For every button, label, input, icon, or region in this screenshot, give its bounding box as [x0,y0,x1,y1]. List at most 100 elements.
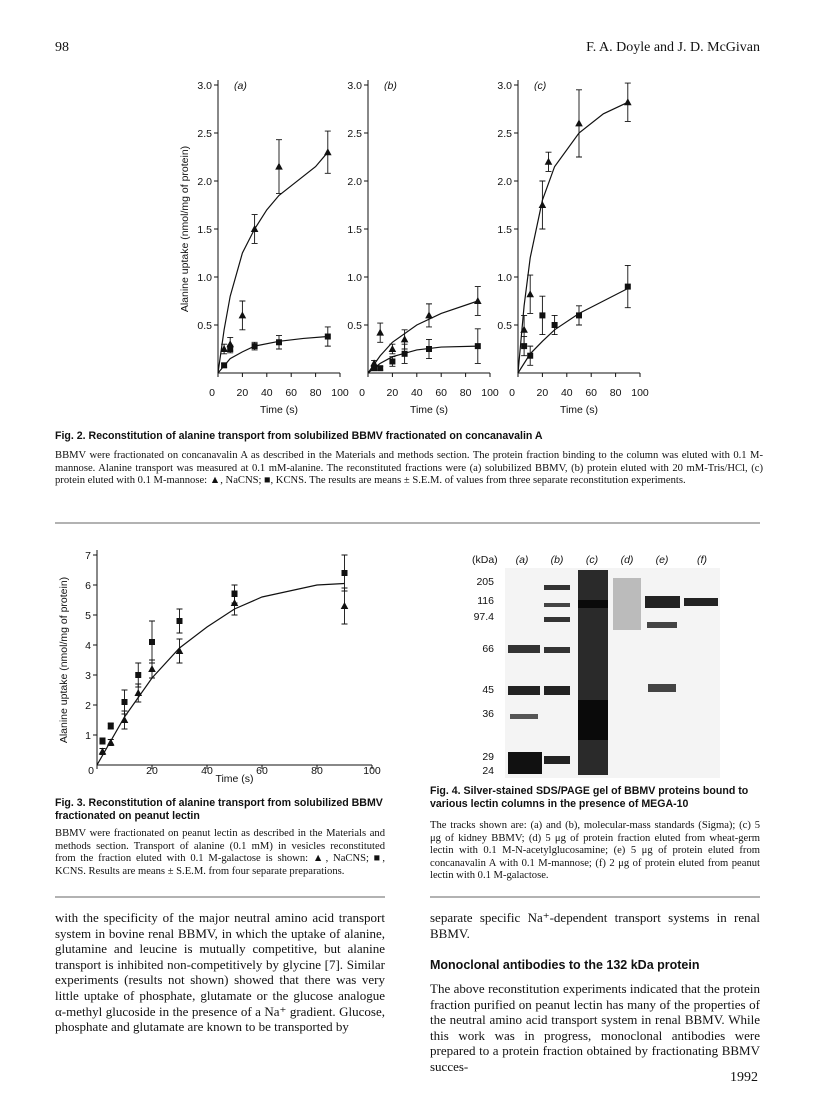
y-tick-label: 2.0 [497,176,512,188]
fit-curve [517,101,629,374]
authors: F. A. Doyle and J. D. McGivan [586,40,760,55]
panel-label: (b) [384,80,397,92]
footer-page-number: 1992 [730,1070,758,1085]
panel-label: (c) [534,80,546,92]
body-left: with the specificity of the major neutra… [55,910,385,1035]
body-right: The above reconstitution experiments ind… [430,981,760,1074]
triangle-marker [230,599,239,606]
triangle-marker [474,297,482,304]
panel-label: (a) [234,80,247,92]
triangle-marker [238,311,247,319]
square-marker [527,352,534,359]
x-tick-label: 40 [561,387,573,399]
x-axis-label: Time (s) [410,404,448,416]
triangle-marker [624,98,632,106]
body-right-top: separate specific Na⁺-dependent transpor… [430,910,760,941]
lane-label: (e) [656,554,669,566]
y-tick-label: 7 [85,550,91,562]
fig2-caption: BBMV were fractionated on concanavalin A… [55,450,763,487]
x-tick-label: 40 [411,387,423,399]
triangle-marker [376,328,384,336]
y-tick-label: 1.0 [497,272,512,284]
square-marker [99,738,106,744]
x-tick-label: 60 [285,387,297,399]
fit-curve [217,151,329,374]
x-tick-label: 20 [387,387,399,399]
square-marker [426,346,432,352]
square-marker [324,333,331,340]
y-tick-label: 1.0 [197,272,212,284]
square-marker [251,343,258,350]
lane-label: (c) [586,554,598,566]
y-tick-label: 0.5 [497,320,512,332]
triangle-marker [324,148,332,156]
gel-unit-label: (kDa) [472,554,498,566]
y-tick-label: 5 [85,610,91,622]
lane-label: (d) [621,554,634,566]
y-tick-label: 1.5 [347,224,362,236]
square-marker [377,365,384,372]
triangle-marker [120,716,129,723]
y-tick-label: 3 [85,670,91,682]
x-axis-label: Time (s) [215,773,253,785]
lane-label: (f) [697,554,707,566]
y-tick-label: 2.0 [197,176,212,188]
square-marker [371,365,378,372]
square-marker [624,283,631,290]
triangle-marker [98,747,107,755]
y-tick-label: 1.0 [347,272,362,284]
y-tick-label: 2.5 [197,128,212,140]
square-marker [227,346,234,352]
y-tick-label: 2.0 [347,176,362,188]
triangle-marker [134,689,143,696]
triangle-marker [250,225,259,232]
square-marker [576,312,582,319]
y-tick-label: 0.5 [347,320,362,332]
triangle-marker [175,647,184,654]
x-tick-label: 40 [201,765,213,777]
gel-image [505,568,720,778]
fig3-caption: BBMV were fractionated on peanut lectin … [55,828,385,877]
triangle-marker [106,738,115,746]
square-marker [551,322,558,328]
kda-label: 97.4 [474,611,495,623]
square-marker [389,358,396,365]
page-number: 98 [55,40,69,55]
y-tick-label: 3.0 [197,80,212,92]
triangle-marker [575,119,583,127]
y-tick-label: 2.5 [497,128,512,140]
square-marker [401,350,408,357]
fig4-caption: The tracks shown are: (a) and (b), molec… [430,820,760,882]
triangle-marker [425,311,433,319]
kda-label: 66 [482,643,494,655]
square-marker [221,362,228,369]
x-tick-label: 80 [610,387,622,399]
y-tick-label: 0.5 [197,320,212,332]
x-tick-label: 20 [537,387,549,399]
triangle-marker [340,602,349,609]
fit-curve [96,582,345,766]
fig4-title: Fig. 4. Silver-stained SDS/PAGE gel of B… [430,785,749,810]
kda-label: 45 [482,684,494,696]
x-tick-label: 80 [311,765,323,777]
y-tick-label: 1.5 [197,224,212,236]
y-tick-label: 3.0 [347,80,362,92]
kda-label: 116 [477,595,494,607]
lane-label: (b) [551,554,564,566]
triangle-marker [148,665,156,672]
x-axis-label: Time (s) [560,404,598,416]
triangle-marker [520,325,528,333]
y-tick-label: 4 [85,640,91,652]
x-tick-label: 100 [631,387,649,399]
square-marker [539,312,546,319]
x-tick-label: 0 [209,387,215,399]
lane-label: (a) [516,554,529,566]
x-tick-label: 0 [359,387,365,399]
fit-curve [517,287,629,374]
y-tick-label: 2 [85,700,91,712]
y-tick-label: 6 [85,580,91,592]
x-tick-label: 60 [435,387,447,399]
square-marker [176,618,183,624]
